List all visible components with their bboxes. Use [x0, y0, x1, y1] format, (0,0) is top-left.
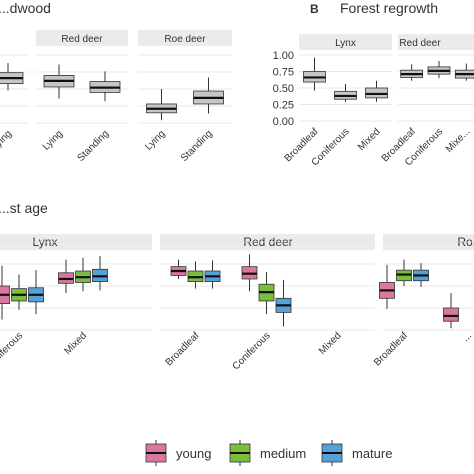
legend-key-mature [321, 440, 343, 466]
box-mature [413, 263, 429, 287]
box-young [170, 259, 187, 279]
box-mature [92, 256, 108, 291]
box-lying [146, 89, 177, 121]
box-mixe [454, 63, 474, 81]
y-tick-label: 1.00 [273, 50, 294, 62]
legend-key-medium [229, 440, 251, 466]
x-tick-label: Standing [75, 128, 111, 164]
x-tick-label: Coniferous [231, 330, 273, 372]
panel-title: ...dwood [0, 0, 51, 16]
x-tick-label: Broadleaf [164, 330, 202, 368]
box-broadleaf [303, 57, 326, 91]
y-tick-label: 0.50 [273, 83, 294, 95]
box-medium [75, 257, 91, 292]
box-mature [275, 279, 292, 327]
box-mixed [365, 80, 388, 102]
box-young [379, 264, 395, 309]
x-tick-label: Mixed [62, 330, 89, 357]
facet-strip [299, 34, 392, 50]
facet-label: Red deer [399, 38, 441, 49]
facet-strip [36, 30, 128, 46]
box-standing [89, 71, 121, 102]
box-young [241, 254, 258, 292]
box-young [58, 259, 74, 294]
legend-label: young [176, 446, 211, 461]
panel-label: B [310, 2, 319, 16]
box-mature [204, 260, 221, 289]
legend-label: mature [352, 446, 392, 461]
box-medium [11, 274, 27, 310]
y-tick-label: 0.25 [273, 100, 294, 112]
box-coniferous [427, 60, 451, 79]
facet-strip [398, 34, 474, 50]
facet-label: Lynx [335, 38, 356, 49]
x-tick-label: Mixed [356, 126, 383, 153]
box-standing [193, 77, 224, 114]
legend-key-young [145, 440, 167, 466]
facet-label: Red deer [61, 34, 103, 45]
box-young [443, 293, 459, 329]
y-tick-label: 0.00 [273, 116, 294, 128]
box-broadleaf [400, 64, 424, 81]
x-tick-label: Mixe... [444, 126, 473, 155]
x-tick-label: Standing [179, 128, 215, 164]
box-lying [43, 64, 75, 99]
facet-strip [138, 30, 232, 46]
box-ying [0, 63, 24, 91]
x-tick-label: ...ying [0, 128, 14, 155]
panel-title: ...st age [0, 200, 48, 216]
box-coniferous [334, 84, 357, 102]
x-tick-label: Lying [143, 128, 167, 152]
box-medium [187, 261, 204, 289]
box-medium [258, 271, 275, 315]
box-iqr [443, 307, 459, 322]
x-tick-label: ... [460, 330, 474, 344]
facet-label: Roe deer [164, 34, 206, 45]
y-tick-label: 0.75 [273, 67, 294, 79]
box-medium [396, 259, 412, 286]
box-young [0, 265, 10, 320]
x-tick-label: Coniferous [0, 330, 25, 372]
x-tick-label: Broadleaf [372, 330, 410, 368]
panel-title: Forest regrowth [340, 0, 438, 16]
box-mature [28, 270, 44, 315]
legend-label: medium [260, 446, 306, 461]
x-tick-label: Mixed [317, 330, 344, 357]
x-tick-label: Lying [41, 128, 65, 152]
legend [145, 440, 343, 466]
